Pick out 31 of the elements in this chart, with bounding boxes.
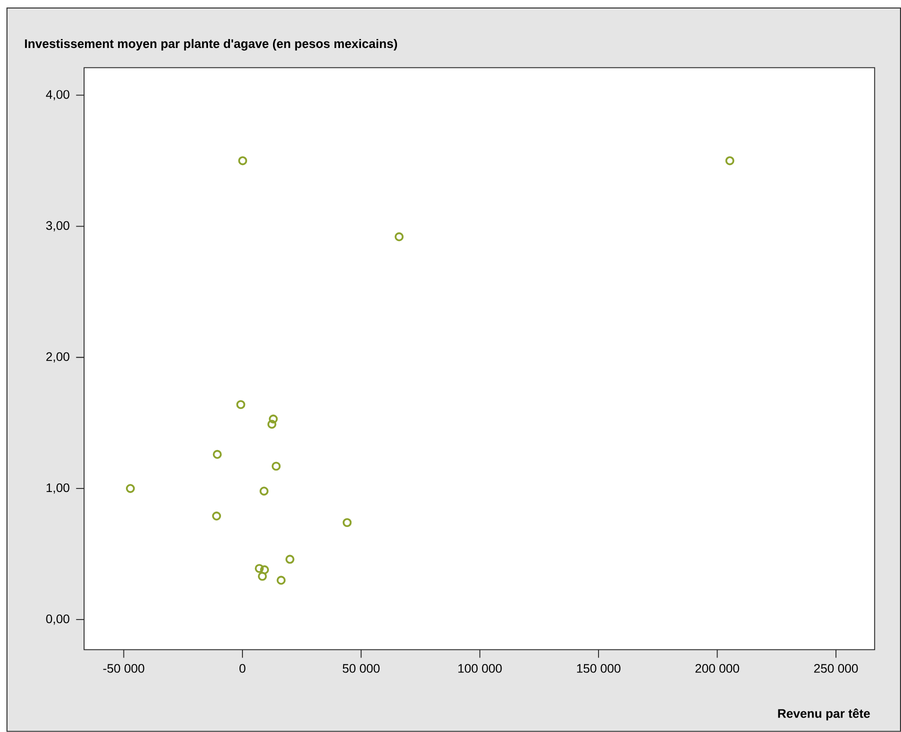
point	[267, 420, 276, 429]
point	[236, 400, 246, 410]
point	[272, 462, 281, 471]
point	[254, 564, 264, 574]
point	[725, 156, 734, 166]
point	[276, 576, 286, 585]
y-tick-label: 0,00	[46, 614, 70, 625]
point	[238, 156, 248, 166]
y-tick-label: 4,00	[46, 90, 70, 100]
point	[342, 518, 352, 528]
y-tick-label: 2,00	[46, 352, 70, 363]
point	[268, 414, 278, 424]
x-tick-label: 100 000	[458, 664, 502, 673]
point	[260, 565, 269, 574]
x-axis-title: Revenu par tête	[778, 708, 870, 720]
x-tick-label: 200 000	[695, 664, 740, 673]
chart-title: Investissement moyen par plante d'agave (en pesos mexicains)	[25, 39, 398, 51]
x-tick-label: 0	[239, 664, 246, 673]
point	[260, 486, 269, 496]
point	[394, 232, 404, 242]
x-tick-label: 150 000	[577, 664, 620, 673]
x-tick-label: 50 000	[342, 664, 380, 673]
point	[258, 572, 267, 581]
point	[285, 554, 294, 564]
y-tick-label: 3,00	[46, 221, 70, 232]
point	[212, 450, 222, 459]
x-tick-label: 250 000	[814, 664, 858, 673]
y-tick-label: 1,00	[46, 483, 70, 494]
x-tick-label: -50 000	[103, 664, 144, 673]
point	[212, 512, 222, 521]
point	[126, 484, 135, 494]
